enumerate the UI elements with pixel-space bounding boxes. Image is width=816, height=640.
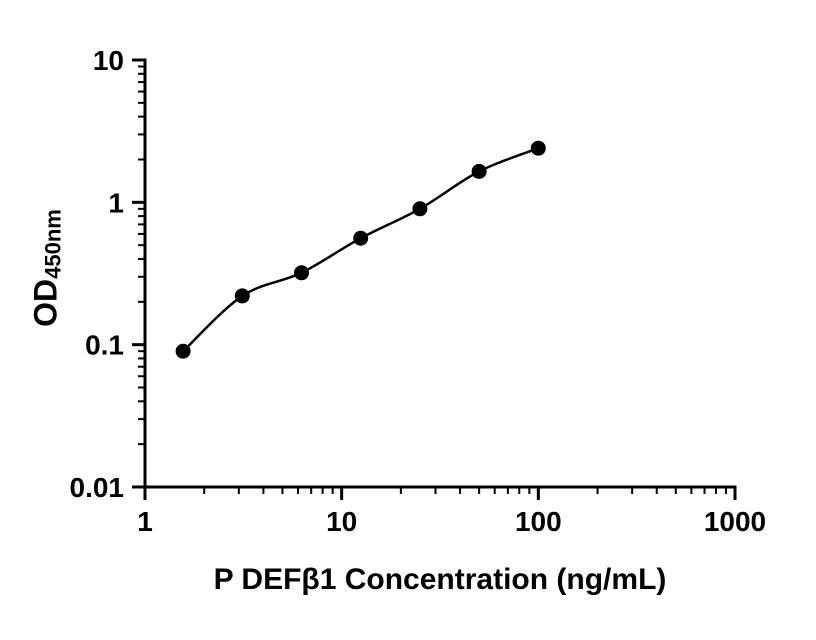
y-axis-tick-label: 0.1 [85, 330, 124, 361]
y-axis-tick-label: 10 [93, 45, 124, 76]
y-axis-label-subscript: 450nm [40, 209, 66, 279]
x-axis-tick-label: 1000 [704, 506, 766, 537]
data-point [294, 265, 309, 281]
data-point [353, 230, 369, 246]
x-axis-tick-label: 100 [515, 506, 562, 537]
y-axis-label: OD450nm [27, 209, 66, 327]
axes [143, 58, 737, 489]
x-axis-tick-label: 1 [137, 506, 153, 537]
data-point [471, 163, 487, 179]
data-point [412, 201, 428, 217]
y-axis-tick-label: 0.01 [70, 472, 125, 503]
data-point [234, 288, 250, 304]
y-axis-label-main: OD [27, 278, 64, 327]
y-axis-tick-label: 1 [108, 187, 124, 218]
data-point [175, 343, 191, 359]
data-point [530, 140, 546, 156]
fit-line [182, 147, 539, 353]
x-axis-tick-label: 10 [326, 506, 357, 537]
x-axis-label: P DEFβ1 Concentration (ng/mL) [213, 563, 667, 596]
